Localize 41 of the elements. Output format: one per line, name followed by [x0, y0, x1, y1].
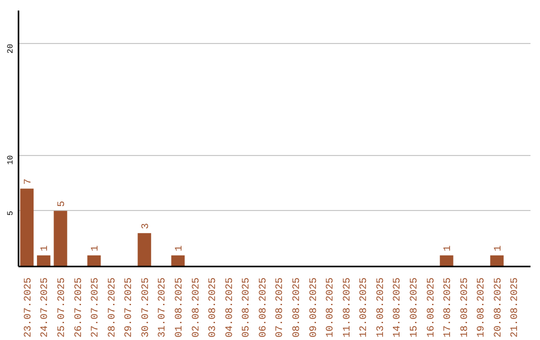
- x-tick-label: 31.07.2025: [158, 277, 169, 338]
- x-tick-label: 10.08.2025: [326, 277, 337, 338]
- data-label: 7: [23, 178, 34, 185]
- x-tick-label: 24.07.2025: [40, 277, 52, 338]
- x-tick-label: 02.08.2025: [191, 277, 202, 338]
- x-tick-label: 25.07.2025: [56, 277, 68, 338]
- x-tick-label: 28.07.2025: [107, 277, 118, 338]
- y-tick-label: 5: [6, 210, 16, 216]
- x-tick-label: 23.07.2025: [23, 277, 34, 338]
- x-tick-label: 08.08.2025: [292, 277, 303, 338]
- data-label: 1: [40, 245, 52, 252]
- x-tick-label: 12.08.2025: [359, 277, 370, 338]
- x-tick-label: 09.08.2025: [308, 277, 320, 338]
- data-label: 5: [56, 200, 68, 207]
- x-tick-label: 03.08.2025: [208, 277, 220, 338]
- x-tick-label: 06.08.2025: [258, 277, 270, 338]
- data-label: 1: [443, 245, 454, 252]
- x-tick-label: 27.07.2025: [90, 277, 102, 338]
- data-label: 1: [493, 245, 504, 252]
- x-tick-label: 07.08.2025: [275, 277, 286, 338]
- x-tick-label: 18.08.2025: [460, 277, 471, 338]
- y-tick-label: 20: [6, 44, 16, 54]
- x-tick-label: 20.08.2025: [493, 277, 504, 338]
- data-label: 3: [140, 223, 152, 230]
- x-tick-label: 01.08.2025: [174, 277, 186, 338]
- data-label: 1: [90, 245, 102, 252]
- x-tick-label: 16.08.2025: [426, 277, 438, 338]
- x-tick-label: 14.08.2025: [392, 277, 404, 338]
- x-tick-label: 13.08.2025: [376, 277, 387, 338]
- y-tick-label: 10: [6, 154, 16, 165]
- x-tick-label: 04.08.2025: [224, 277, 236, 338]
- x-tick-label: 21.08.2025: [510, 277, 522, 338]
- x-tick-label: 11.08.2025: [342, 277, 354, 338]
- x-tick-label: 15.08.2025: [409, 277, 420, 338]
- x-tick-label: 26.07.2025: [74, 277, 85, 338]
- x-tick-label: 30.07.2025: [140, 277, 152, 338]
- x-tick-label: 17.08.2025: [443, 277, 454, 338]
- x-tick-label: 29.07.2025: [124, 277, 136, 338]
- x-tick-label: 19.08.2025: [476, 277, 488, 338]
- x-tick-label: 05.08.2025: [242, 277, 253, 338]
- data-label: 1: [174, 245, 186, 252]
